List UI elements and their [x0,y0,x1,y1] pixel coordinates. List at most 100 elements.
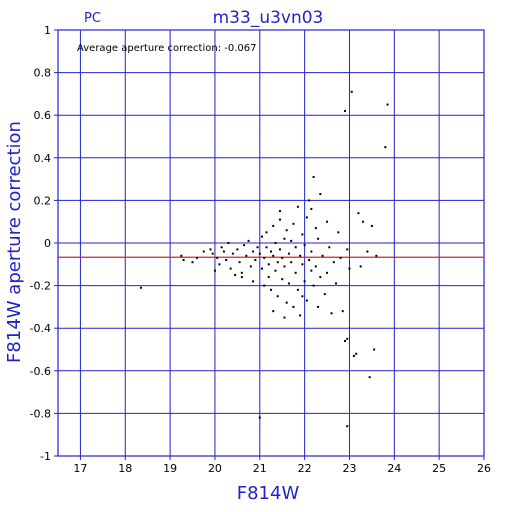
x-tick-labels: 17 18 19 20 21 22 23 24 25 26 [73,456,491,475]
data-point-94 [343,339,346,342]
data-point-73 [310,269,313,272]
data-point-106 [384,146,387,149]
data-point-13 [225,259,228,262]
y-tick-label-9: 0.8 [34,67,52,80]
data-point-84 [323,293,326,296]
data-point-34 [265,246,268,249]
data-point-33 [265,231,268,234]
data-point-111 [346,337,349,340]
data-point-83 [321,254,324,257]
data-point-113 [359,265,362,268]
average-annotation: Average aperture correction: -0.067 [77,43,257,54]
x-tick-label-6: 23 [342,462,356,475]
y-tick-label-5: 0 [44,237,51,250]
data-point-75 [312,175,315,178]
data-point-105 [375,254,378,257]
data-point-116 [252,280,255,283]
data-point-72 [308,199,311,202]
data-point-32 [263,284,266,287]
data-point-102 [368,376,371,379]
data-point-108 [343,109,346,112]
data-point-67 [303,244,306,247]
data-point-4 [196,256,199,259]
data-point-18 [236,248,239,251]
data-point-52 [285,229,288,232]
data-point-46 [278,248,281,251]
data-point-19 [238,261,241,264]
data-point-88 [330,312,333,315]
data-point-79 [317,305,320,308]
y-tick-label-0: -1 [40,450,51,463]
data-point-56 [290,261,293,264]
y-tick-label-1: -0.8 [30,407,51,420]
data-point-39 [272,224,275,227]
data-point-70 [305,299,308,302]
data-point-5 [202,250,205,253]
data-point-36 [267,276,270,279]
data-point-112 [355,352,358,355]
y-tick-label-2: -0.6 [30,365,51,378]
data-point-8 [213,269,216,272]
data-point-64 [299,314,302,317]
data-point-103 [370,224,373,227]
data-point-85 [326,220,329,223]
data-point-80 [317,237,320,240]
grid [58,29,485,457]
data-point-104 [373,348,376,351]
data-point-29 [261,235,264,238]
data-point-53 [287,252,290,255]
data-point-35 [267,263,270,266]
data-point-87 [328,246,331,249]
data-point-101 [366,250,369,253]
data-point-92 [339,256,342,259]
y-tick-label-8: 0.6 [34,109,52,122]
data-point-90 [335,282,338,285]
data-point-44 [276,295,279,298]
data-point-55 [290,239,293,242]
data-point-54 [287,282,290,285]
data-point-68 [303,280,306,283]
data-point-58 [292,222,295,225]
y-tick-label-7: 0.4 [34,152,52,165]
data-point-16 [231,252,234,255]
data-points [139,90,389,428]
data-point-95 [346,248,349,251]
data-point-76 [312,284,315,287]
data-point-43 [276,261,279,264]
data-point-48 [281,256,284,259]
data-point-114 [301,295,304,298]
data-point-77 [314,227,317,230]
data-point-62 [296,288,299,291]
data-point-49 [283,237,286,240]
y-tick-label-4: -0.2 [30,280,51,293]
data-point-6 [209,248,212,251]
data-point-28 [258,252,261,255]
x-tick-label-7: 24 [387,462,401,475]
data-point-109 [346,425,349,428]
data-point-74 [310,250,313,253]
x-tick-label-8: 25 [432,462,446,475]
data-point-26 [254,259,257,262]
x-axis-label: F814W [237,483,300,504]
data-point-15 [229,267,232,270]
x-tick-label-5: 22 [298,462,312,475]
y-axis-label: F814W aperture correction [4,121,25,363]
data-point-23 [247,239,250,242]
data-point-10 [218,263,221,266]
data-point-78 [314,265,317,268]
data-point-117 [283,316,286,319]
data-point-89 [332,261,335,264]
data-point-51 [285,301,288,304]
data-point-82 [319,193,322,196]
data-point-63 [299,254,302,257]
x-tick-label-4: 21 [253,462,267,475]
data-point-47 [281,278,284,281]
data-point-11 [220,246,223,249]
data-point-27 [256,246,259,249]
data-point-0 [139,286,142,289]
y-tick-label-6: 0.2 [34,194,52,207]
chip-tag: PC [84,11,101,26]
data-point-24 [249,265,252,268]
data-point-98 [352,354,355,357]
